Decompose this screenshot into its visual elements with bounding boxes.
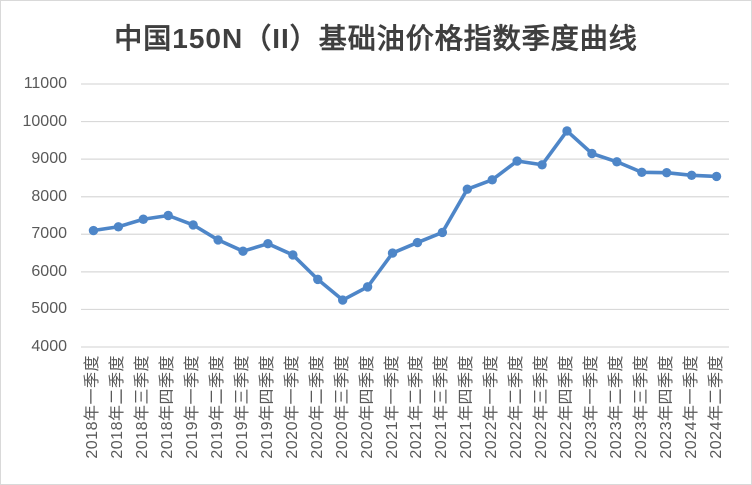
y-axis-tick-label: 11000 — [23, 75, 67, 92]
price-index-line — [91, 129, 719, 302]
data-point-marker — [313, 274, 323, 285]
data-point-marker — [288, 250, 298, 260]
data-point-marker — [337, 295, 348, 305]
data-point-marker — [263, 238, 273, 249]
x-axis-tick-label: 2023年四季度 — [657, 355, 675, 459]
x-axis-tick-label: 2019年二季度 — [209, 355, 227, 459]
x-axis-tick-label: 2022年一季度 — [483, 355, 501, 459]
x-axis-tick-label: 2021年二季度 — [408, 355, 426, 459]
x-axis-tick-label: 2023年二季度 — [607, 355, 625, 459]
x-axis-tick-label: 2024年二季度 — [707, 355, 725, 459]
x-axis-tick-label: 2019年三季度 — [234, 355, 251, 459]
data-point-marker — [188, 220, 198, 230]
x-axis-tick-label: 2020年二季度 — [308, 355, 326, 459]
x-axis-tick-label: 2022年四季度 — [558, 355, 575, 459]
x-axis-tick-label: 2020年一季度 — [283, 355, 301, 459]
x-axis-tick-label: 2023年一季度 — [582, 355, 600, 459]
data-point-marker — [113, 222, 124, 232]
y-axis-tick-label: 5000 — [31, 300, 67, 318]
x-axis-tick-label: 2018年一季度 — [84, 355, 102, 459]
data-point-marker — [213, 235, 223, 245]
data-point-marker — [661, 167, 672, 178]
data-point-marker — [437, 227, 448, 238]
x-axis-tick-label: 2018年二季度 — [109, 355, 127, 459]
x-axis-tick-label: 2021年四季度 — [458, 355, 476, 459]
x-axis-tick-label: 2022年二季度 — [508, 355, 526, 459]
data-point-marker — [512, 156, 522, 166]
x-axis-tick-label: 2018年三季度 — [134, 355, 152, 459]
x-axis-tick-label: 2021年一季度 — [383, 355, 401, 459]
data-point-marker — [587, 148, 597, 159]
data-point-marker — [487, 175, 497, 185]
data-point-marker — [537, 160, 547, 170]
data-point-marker — [163, 210, 173, 221]
data-point-marker — [711, 171, 722, 182]
data-point-marker — [462, 184, 473, 194]
data-point-marker — [362, 282, 373, 292]
x-axis-tick-label: 2024年一季度 — [682, 355, 700, 459]
x-axis-tick-label: 2021年三季度 — [433, 355, 451, 459]
x-axis-tick-label: 2023年三季度 — [632, 355, 650, 459]
data-point-marker — [238, 246, 248, 256]
data-point-marker — [138, 214, 149, 224]
y-axis-tick-label: 4000 — [31, 338, 67, 355]
x-axis-tick-label: 2019年一季度 — [184, 355, 202, 459]
data-point-marker — [686, 170, 697, 180]
y-axis-tick-label: 10000 — [22, 112, 68, 130]
y-axis-tick-label: 7000 — [31, 225, 67, 243]
data-point-marker — [387, 248, 398, 258]
x-axis-tick-label: 2020年三季度 — [333, 355, 351, 459]
data-point-marker — [612, 157, 622, 167]
y-axis-tick-label: 8000 — [31, 187, 67, 205]
data-point-marker — [637, 167, 647, 177]
x-axis-tick-label: 2020年四季度 — [358, 355, 376, 459]
x-axis-tick-label: 2019年四季度 — [258, 355, 276, 459]
data-point-marker — [88, 225, 99, 236]
chart-title: 中国150N（II）基础油价格指数季度曲线 — [114, 23, 638, 54]
data-point-marker — [562, 126, 572, 136]
x-axis-tick-label: 2018年四季度 — [159, 355, 177, 459]
x-axis-tick-label: 2022年三季度 — [533, 355, 551, 459]
y-axis-tick-label: 6000 — [31, 262, 67, 280]
y-axis-tick-label: 9000 — [31, 150, 67, 168]
data-point-marker — [412, 237, 423, 248]
